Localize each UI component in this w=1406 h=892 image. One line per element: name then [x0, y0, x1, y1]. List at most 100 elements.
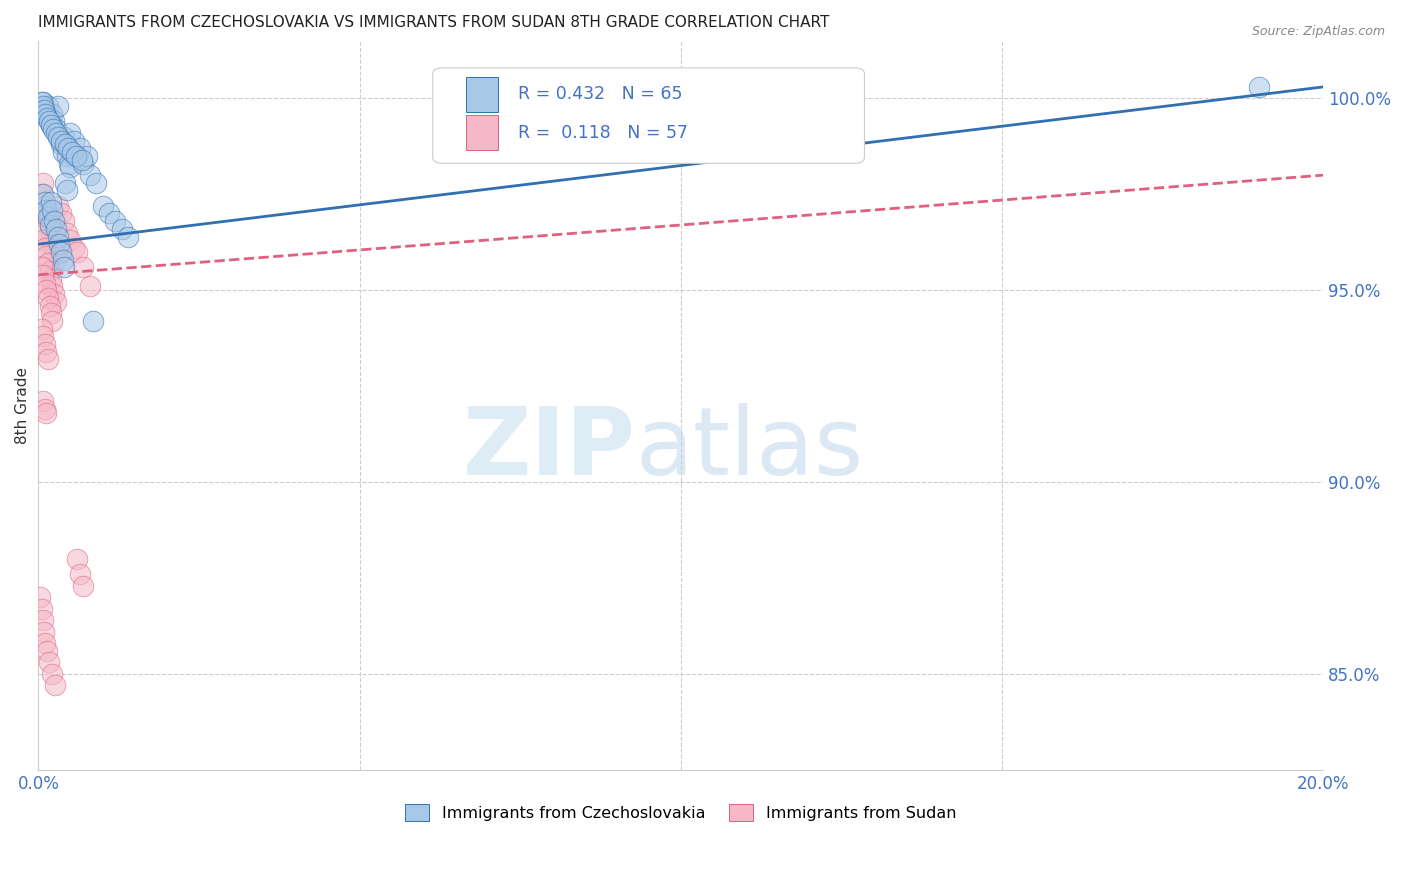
- Point: [72, 156, 94, 170]
- Point: [32, 268, 55, 282]
- Point: [41, 237, 63, 252]
- Point: [56, 226, 79, 240]
- Point: [69, 567, 91, 582]
- Point: [72, 578, 94, 592]
- Point: [66, 149, 89, 163]
- Point: [31, 260, 53, 275]
- Point: [59, 126, 82, 140]
- Point: [34, 402, 56, 417]
- Point: [48, 237, 70, 252]
- Point: [34, 241, 56, 255]
- Point: [104, 214, 127, 228]
- Point: [56, 184, 79, 198]
- Point: [34, 199, 56, 213]
- Point: [49, 244, 72, 259]
- Point: [58, 156, 80, 170]
- Point: [66, 244, 89, 259]
- Point: [38, 655, 60, 669]
- Point: [39, 118, 62, 132]
- Point: [49, 206, 72, 220]
- Point: [34, 194, 56, 209]
- Point: [39, 118, 62, 132]
- FancyBboxPatch shape: [433, 68, 865, 163]
- Point: [1247, 79, 1270, 94]
- Point: [31, 601, 53, 615]
- Point: [45, 222, 67, 236]
- Point: [35, 344, 58, 359]
- Point: [56, 149, 79, 163]
- Point: [44, 114, 66, 128]
- Point: [32, 329, 55, 343]
- Point: [46, 229, 69, 244]
- Point: [65, 149, 87, 163]
- Point: [70, 153, 93, 167]
- Point: [31, 187, 53, 202]
- Point: [59, 233, 82, 247]
- Point: [32, 187, 55, 202]
- Point: [32, 95, 55, 110]
- Point: [52, 252, 75, 267]
- Point: [62, 241, 84, 255]
- Point: [45, 294, 67, 309]
- Point: [31, 613, 53, 627]
- Point: [37, 352, 59, 367]
- Y-axis label: 8th Grade: 8th Grade: [15, 367, 30, 443]
- Point: [35, 206, 58, 220]
- Point: [79, 168, 101, 182]
- Point: [35, 107, 58, 121]
- Point: [32, 233, 55, 247]
- Point: [59, 161, 82, 175]
- Point: [41, 314, 63, 328]
- Point: [72, 260, 94, 275]
- Point: [31, 95, 53, 110]
- Point: [39, 229, 62, 244]
- Point: [34, 337, 56, 351]
- Point: [45, 252, 67, 267]
- Point: [32, 394, 55, 409]
- Text: R = 0.432   N = 65: R = 0.432 N = 65: [517, 85, 682, 103]
- Point: [53, 260, 76, 275]
- Point: [38, 114, 60, 128]
- Point: [44, 214, 66, 228]
- Point: [38, 218, 60, 232]
- Point: [31, 321, 53, 335]
- Point: [39, 194, 62, 209]
- Point: [31, 99, 53, 113]
- Point: [69, 141, 91, 155]
- Point: [44, 678, 66, 692]
- Point: [41, 666, 63, 681]
- Point: [38, 299, 60, 313]
- Point: [49, 137, 72, 152]
- Text: R =  0.118   N = 57: R = 0.118 N = 57: [517, 124, 688, 142]
- Point: [82, 314, 104, 328]
- Point: [76, 149, 98, 163]
- Point: [66, 551, 89, 566]
- Point: [45, 122, 67, 136]
- Point: [37, 99, 59, 113]
- Point: [111, 222, 134, 236]
- Legend: Immigrants from Czechoslovakia, Immigrants from Sudan: Immigrants from Czechoslovakia, Immigran…: [399, 798, 963, 827]
- Point: [44, 244, 66, 259]
- Point: [98, 206, 121, 220]
- Point: [46, 199, 69, 213]
- Point: [35, 249, 58, 263]
- Point: [34, 107, 56, 121]
- Point: [39, 306, 62, 320]
- Point: [37, 644, 59, 658]
- Point: [34, 636, 56, 650]
- Point: [37, 214, 59, 228]
- Point: [46, 99, 69, 113]
- Point: [62, 134, 84, 148]
- Point: [53, 214, 76, 228]
- Point: [35, 406, 58, 420]
- Point: [34, 276, 56, 290]
- Point: [37, 256, 59, 270]
- Point: [32, 624, 55, 639]
- Point: [53, 176, 76, 190]
- Point: [37, 291, 59, 305]
- Point: [41, 107, 63, 121]
- Point: [60, 145, 83, 160]
- Point: [32, 176, 55, 190]
- Text: IMMIGRANTS FROM CZECHOSLOVAKIA VS IMMIGRANTS FROM SUDAN 8TH GRADE CORRELATION CH: IMMIGRANTS FROM CZECHOSLOVAKIA VS IMMIGR…: [38, 15, 830, 30]
- Point: [32, 103, 55, 117]
